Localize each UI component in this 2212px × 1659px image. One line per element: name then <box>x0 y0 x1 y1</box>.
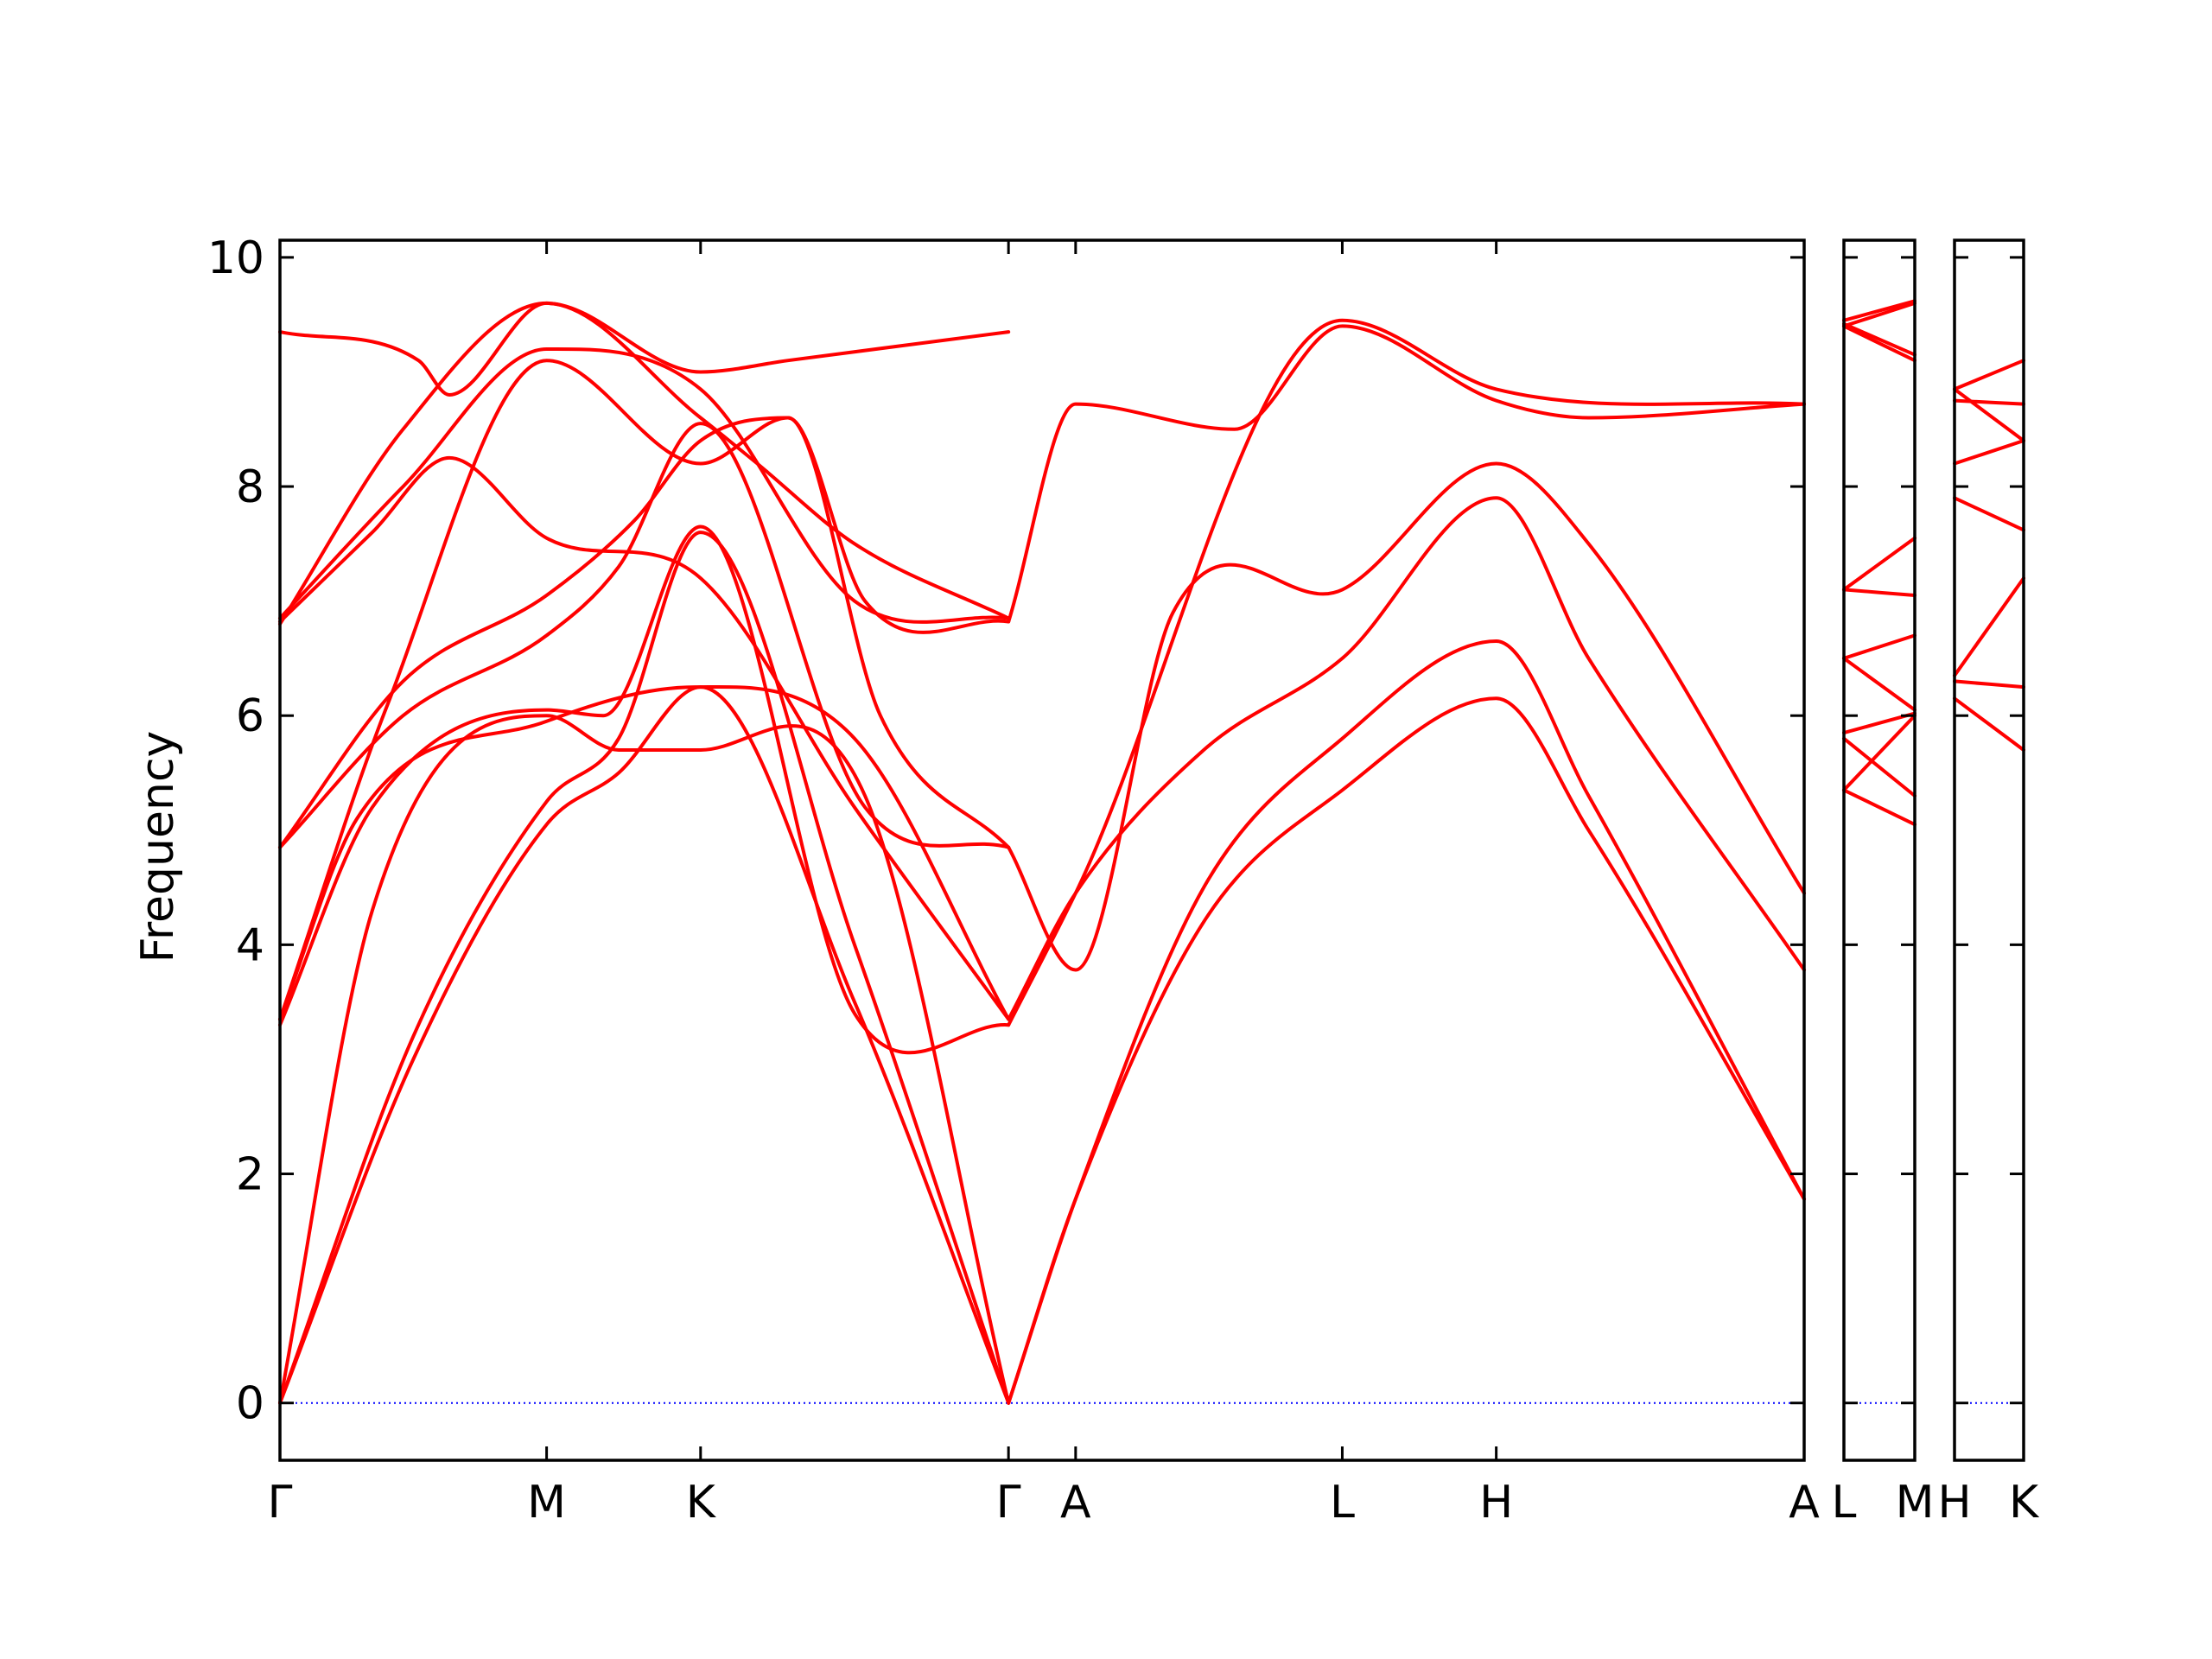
band-line <box>278 714 1011 1405</box>
band-line <box>278 455 1011 1021</box>
x-tick-label: A <box>1060 1477 1091 1529</box>
band-line <box>1842 299 1916 322</box>
band-line <box>1842 536 1916 592</box>
band-line <box>278 684 1011 1021</box>
band-line <box>1842 656 1916 712</box>
band-line <box>1842 301 1916 328</box>
band-line <box>278 685 1011 1405</box>
y-tick-label: 6 <box>236 690 264 742</box>
x-tick-label: L <box>1832 1477 1857 1529</box>
band-line <box>1007 318 1806 1027</box>
band-line <box>1953 496 2025 532</box>
band-line <box>1953 576 2025 677</box>
plot-frame <box>1953 238 2025 1462</box>
band-line <box>278 301 1011 397</box>
plot-frame <box>1842 238 1916 1462</box>
band-line <box>278 416 1011 849</box>
band-line <box>278 524 1011 1055</box>
plot-frame <box>278 238 1806 1462</box>
y-tick-label: 0 <box>236 1378 264 1430</box>
band-line <box>278 346 1011 624</box>
band-line <box>1842 788 1916 827</box>
band-line <box>278 359 1011 1021</box>
x-tick-label: K <box>2009 1477 2040 1529</box>
x-tick-label: H <box>1937 1477 1971 1529</box>
band-line <box>1842 324 1916 363</box>
band-line <box>1953 696 2025 752</box>
band-line <box>1007 496 1806 1021</box>
band-line <box>1842 321 1916 357</box>
band-line <box>1953 387 2025 442</box>
band-line <box>1953 398 2025 406</box>
band-line <box>1842 714 1916 792</box>
band-line <box>1842 736 1916 798</box>
y-tick-label: 2 <box>236 1149 264 1201</box>
band-line <box>278 301 1011 626</box>
band-line <box>1007 461 1806 972</box>
band-line <box>1953 439 2025 466</box>
x-tick-label: Γ <box>996 1477 1021 1529</box>
x-tick-label: M <box>1896 1477 1935 1529</box>
y-tick-label: 8 <box>236 461 264 513</box>
band-line <box>278 422 1011 849</box>
x-tick-label: Γ <box>268 1477 293 1529</box>
band-line <box>1842 633 1916 660</box>
x-tick-label: M <box>527 1477 566 1529</box>
x-tick-label: A <box>1789 1477 1820 1529</box>
band-line <box>1007 324 1806 624</box>
x-tick-label: L <box>1330 1477 1355 1529</box>
band-line <box>1953 359 2025 391</box>
y-axis-label: Frequency <box>132 731 184 963</box>
y-tick-label: 10 <box>207 232 264 284</box>
y-tick-label: 4 <box>236 919 264 971</box>
band-line <box>278 531 1011 1405</box>
band-line <box>1842 588 1916 597</box>
x-tick-label: H <box>1479 1477 1513 1529</box>
x-tick-label: K <box>686 1477 717 1529</box>
band-line <box>1953 679 2025 690</box>
band-line <box>1007 639 1806 1405</box>
